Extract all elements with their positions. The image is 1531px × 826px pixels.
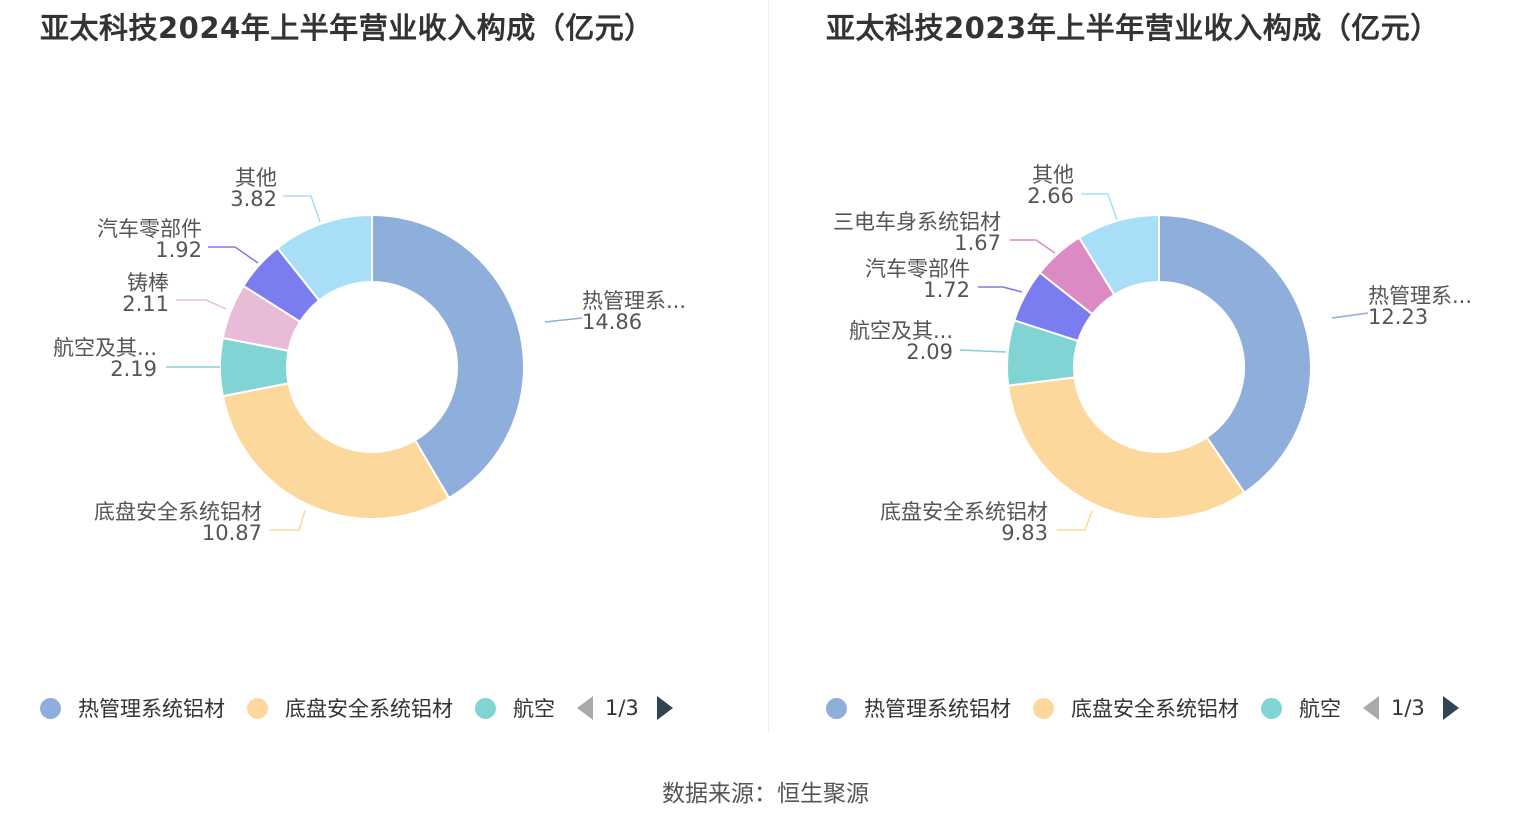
pager-prev-icon[interactable]: [577, 696, 593, 720]
legend-dot: [1261, 697, 1282, 719]
slice-value: 12.23: [1368, 305, 1428, 329]
data-source: 数据来源：恒生聚源: [662, 781, 869, 807]
slice-value: 3.82: [230, 187, 277, 211]
legend-item-chassis[interactable]: 底盘安全系统铝材: [247, 693, 453, 723]
chart-title: 亚太科技2023年上半年营业收入构成（亿元）: [826, 11, 1440, 45]
leader-line: [208, 246, 259, 264]
legend-dot: [247, 697, 268, 719]
slice-label: 汽车零部件: [97, 217, 202, 241]
slice-value: 1.92: [155, 238, 202, 262]
legend-item-thermal[interactable]: 热管理系统铝材: [826, 693, 1011, 723]
donut-slice[interactable]: [276, 213, 373, 302]
pager-text: 1/3: [1391, 696, 1425, 720]
legend-pager: 1/3: [577, 696, 673, 720]
slice-label: 航空及其...: [53, 336, 157, 360]
legend: 热管理系统铝材 底盘安全系统铝材 航空 1/3: [826, 690, 1459, 726]
slice-value: 14.86: [582, 310, 642, 334]
slice-value: 2.11: [122, 292, 169, 316]
slice-label: 三电车身系统铝材: [833, 210, 1001, 234]
legend-dot: [40, 697, 61, 719]
leader-line: [270, 510, 306, 531]
legend-dot: [826, 697, 847, 719]
leader-line: [959, 349, 1007, 353]
slice-label: 汽车零部件: [865, 257, 970, 281]
slice-label: 铸棒: [127, 271, 169, 295]
legend-item-aviation[interactable]: 航空: [475, 693, 555, 723]
slice-label: 其他: [1032, 163, 1074, 187]
slice-value: 1.72: [923, 278, 970, 302]
chart-panel-2024: 亚太科技2024年上半年营业收入构成（亿元） 热管理系... 14.86 底盘安全系…: [0, 0, 765, 735]
leader-line: [978, 286, 1023, 293]
legend-label: 底盘安全系统铝材: [285, 697, 453, 721]
slice-label: 航空及其...: [849, 319, 953, 343]
legend-label: 底盘安全系统铝材: [1071, 697, 1239, 721]
legend-item-aviation[interactable]: 航空: [1261, 693, 1341, 723]
leader-line: [1057, 510, 1093, 531]
legend-label: 航空: [513, 697, 555, 721]
slice-value: 2.19: [110, 357, 157, 381]
pager-next-icon[interactable]: [1442, 696, 1459, 720]
slice-value: 1.67: [954, 231, 1001, 255]
slice-label: 底盘安全系统铝材: [94, 500, 262, 524]
donut-slice[interactable]: [1077, 213, 1160, 297]
pager-next-icon[interactable]: [656, 696, 673, 720]
legend-pager: 1/3: [1363, 696, 1459, 720]
slice-value: 10.87: [202, 521, 262, 545]
slice-label: 其他: [235, 166, 277, 190]
pager-text: 1/3: [605, 696, 639, 720]
panel-divider: [768, 0, 769, 732]
chart-panel-2023: 亚太科技2023年上半年营业收入构成（亿元） 热管理系... 12.23 底盘安全系…: [766, 0, 1531, 735]
pager-prev-icon[interactable]: [1363, 696, 1379, 720]
slice-label: 底盘安全系统铝材: [880, 500, 1048, 524]
legend-dot: [475, 697, 496, 719]
donut-slice[interactable]: [221, 382, 451, 520]
legend-label: 航空: [1299, 697, 1341, 721]
slice-value: 2.09: [906, 340, 953, 364]
legend: 热管理系统铝材 底盘安全系统铝材 航空 1/3: [40, 690, 673, 726]
chart-title: 亚太科技2024年上半年营业收入构成（亿元）: [40, 11, 654, 45]
legend-dot: [1033, 697, 1054, 719]
leader-line: [283, 195, 321, 223]
leader-line: [1081, 193, 1118, 221]
leader-line: [544, 317, 583, 323]
donut-slice[interactable]: [371, 213, 525, 500]
leader-line: [176, 299, 227, 310]
leader-line: [1010, 239, 1056, 254]
leader-line: [1331, 312, 1369, 319]
slice-value: 9.83: [1001, 521, 1048, 545]
legend-item-thermal[interactable]: 热管理系统铝材: [40, 693, 225, 723]
legend-item-chassis[interactable]: 底盘安全系统铝材: [1033, 693, 1239, 723]
slice-label: 热管理系...: [1368, 284, 1472, 308]
slice-value: 2.66: [1027, 184, 1074, 208]
slice-label: 热管理系...: [582, 289, 686, 313]
donut-slice[interactable]: [1158, 213, 1312, 495]
legend-label: 热管理系统铝材: [78, 697, 225, 721]
legend-label: 热管理系统铝材: [864, 697, 1011, 721]
donut-slice[interactable]: [1007, 376, 1246, 520]
